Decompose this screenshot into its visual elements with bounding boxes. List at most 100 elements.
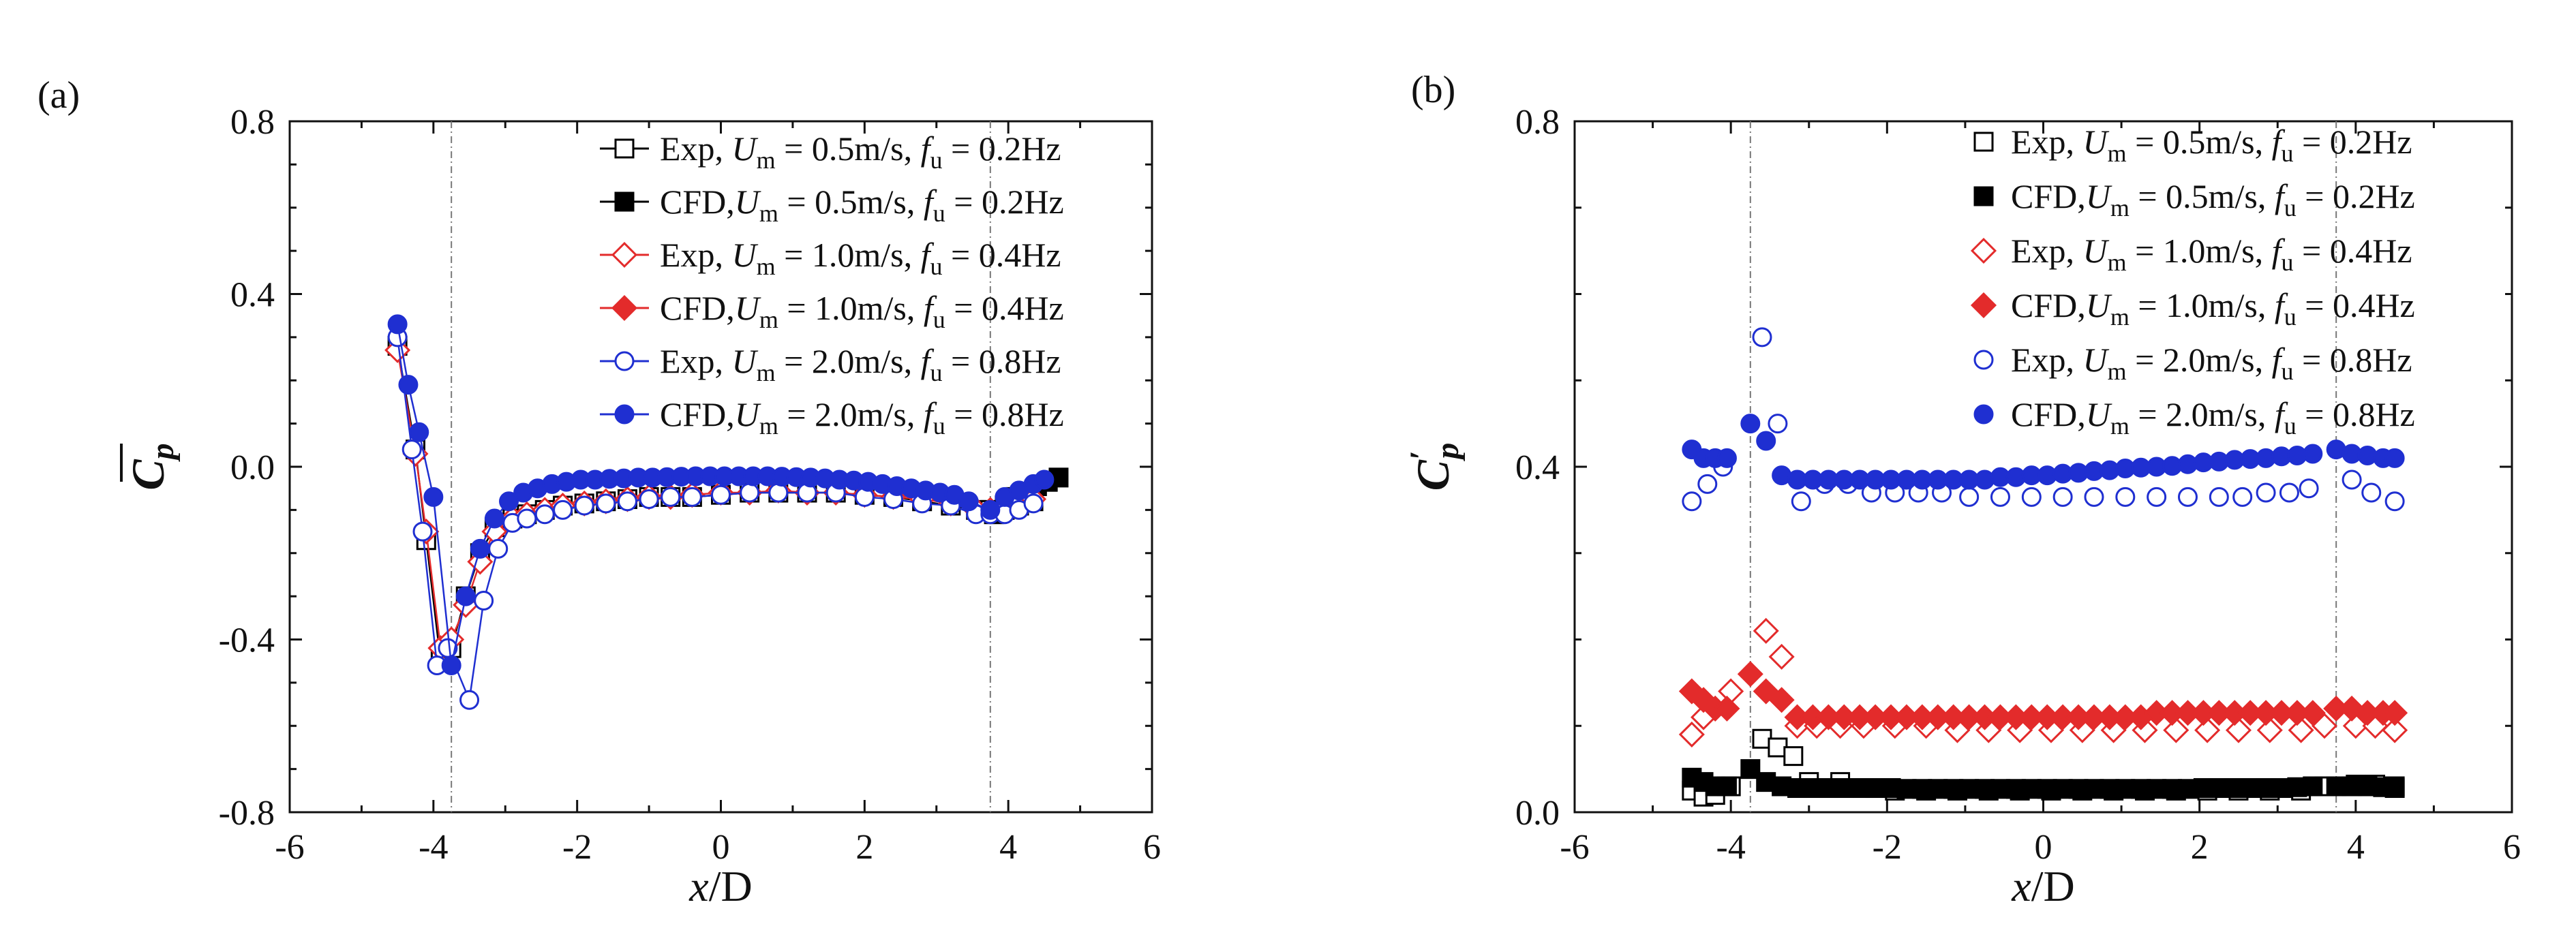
data-point-b-2 bbox=[1753, 617, 1779, 644]
data-point-b-2 bbox=[2256, 717, 2283, 743]
data-point-b-4 bbox=[2279, 482, 2299, 503]
legend-marker-a-2 bbox=[611, 241, 638, 268]
data-point-b-4 bbox=[2342, 469, 2362, 490]
data-point-a-4 bbox=[534, 504, 555, 525]
x-tick-label-b: 4 bbox=[2347, 828, 2365, 867]
y-tick-label-a: -0.8 bbox=[219, 794, 275, 833]
data-point-a-5 bbox=[484, 508, 504, 529]
series-b-1 bbox=[1682, 759, 2405, 799]
data-point-a-5 bbox=[470, 538, 490, 559]
data-point-b-2 bbox=[2288, 717, 2314, 743]
y-axis-label-group-b: C′p bbox=[1404, 443, 1466, 491]
data-point-b-2 bbox=[1678, 721, 1705, 747]
data-point-a-4 bbox=[617, 491, 637, 512]
panel-a: (a) -6 -4 -2 0 2 4 6 0.8 0.4 0.0 -0.4 -0.8 x/D Cp Exp, … bbox=[37, 74, 1161, 910]
data-point-b-2 bbox=[2382, 717, 2408, 743]
panel-b: (b) -6 -4 -2 0 2 4 6 0.8 0.4 0.0 x/D C′p Exp, Um = 0.… bbox=[1404, 69, 2521, 910]
b-legend-text-4: Exp, Um = 2.0m/s, fu = 0.8Hz bbox=[2011, 341, 2412, 385]
data-point-a-5 bbox=[441, 655, 461, 676]
legend-a: Exp, Um = 0.5m/s, fu = 0.2Hz CFD,Um = 0.5… bbox=[600, 129, 1064, 439]
data-point-b-4 bbox=[2256, 482, 2276, 503]
legend-marker-b-2 bbox=[1970, 237, 1997, 264]
data-point-a-4 bbox=[711, 484, 731, 505]
data-point-b-4 bbox=[1682, 491, 1702, 512]
data-point-b-4 bbox=[1752, 327, 1772, 348]
a-legend-text-5: CFD,Um = 2.0m/s, fu = 0.8Hz bbox=[660, 395, 1064, 439]
data-point-b-4 bbox=[2209, 487, 2229, 507]
x-tick-label-b: -4 bbox=[1716, 828, 1746, 867]
legend-marker-a-4 bbox=[614, 351, 635, 371]
data-point-a-5 bbox=[499, 491, 519, 512]
legend-marker-b-1 bbox=[1973, 186, 1994, 206]
x-axis-label-b: x/D bbox=[2011, 862, 2074, 910]
panel-label-a: (a) bbox=[37, 74, 80, 117]
y-tick-label-a: 0.8 bbox=[230, 103, 275, 142]
data-point-b-2 bbox=[2342, 713, 2369, 739]
y-tick-label-a: 0.0 bbox=[230, 448, 275, 487]
series-a-5 bbox=[387, 314, 1055, 676]
data-point-b-3 bbox=[1753, 678, 1779, 705]
data-point-b-4 bbox=[2232, 487, 2253, 507]
data-point-b-4 bbox=[2021, 487, 2042, 507]
y-tick-label-b: 0.0 bbox=[1515, 794, 1560, 833]
legend-marker-b-0 bbox=[1973, 132, 1994, 152]
data-point-a-4 bbox=[401, 439, 422, 460]
data-point-a-4 bbox=[474, 590, 494, 611]
x-axis-label-a: x/D bbox=[688, 862, 752, 910]
b-legend-text-1: CFD,Um = 0.5m/s, fu = 0.2Hz bbox=[2011, 177, 2415, 221]
legend-marker-a-1 bbox=[614, 191, 635, 212]
x-tick-label-a: 0 bbox=[712, 828, 730, 867]
y-axis-label-group-a: Cp bbox=[120, 443, 181, 491]
y-tick-label-b: 0.4 bbox=[1515, 448, 1560, 487]
data-point-b-4 bbox=[2384, 491, 2405, 512]
data-point-b-4 bbox=[1768, 414, 1788, 434]
panel-label-b: (b) bbox=[1411, 69, 1455, 111]
data-point-a-5 bbox=[980, 499, 1001, 520]
legend-marker-a-0 bbox=[614, 138, 635, 159]
data-point-b-4 bbox=[1791, 491, 1811, 512]
legend-marker-a-5 bbox=[614, 404, 635, 425]
data-point-b-4 bbox=[2147, 487, 2167, 507]
legend-marker-b-5 bbox=[1973, 404, 1994, 425]
x-tick-label-b: -2 bbox=[1873, 828, 1902, 867]
data-point-b-3 bbox=[1768, 687, 1795, 713]
data-point-b-3 bbox=[1737, 661, 1763, 688]
data-point-b-5 bbox=[1756, 431, 1776, 451]
x-tick-label-a: 6 bbox=[1143, 828, 1161, 867]
data-point-a-5 bbox=[387, 314, 408, 335]
x-tick-label-a: 2 bbox=[855, 828, 873, 867]
data-point-b-4 bbox=[2177, 487, 2198, 507]
b-legend-text-0: Exp, Um = 0.5m/s, fu = 0.2Hz bbox=[2011, 123, 2412, 167]
data-point-a-4 bbox=[740, 482, 760, 503]
b-legend-text-5: CFD,Um = 2.0m/s, fu = 0.8Hz bbox=[2011, 395, 2415, 439]
data-point-a-4 bbox=[682, 487, 702, 507]
data-point-b-4 bbox=[2084, 487, 2104, 507]
series-b-3 bbox=[1678, 661, 2408, 730]
y-axis-label-a: Cp bbox=[122, 443, 181, 490]
x-tick-label-a: -2 bbox=[562, 828, 592, 867]
data-point-b-2 bbox=[2311, 713, 2338, 739]
series-b-5 bbox=[1682, 414, 2405, 490]
data-point-a-5 bbox=[423, 487, 444, 507]
x-tick-label-b: 2 bbox=[2191, 828, 2209, 867]
data-point-b-1 bbox=[2384, 778, 2405, 799]
y-axis-label-b: C′p bbox=[1404, 443, 1466, 491]
data-point-a-1 bbox=[1048, 467, 1069, 488]
data-point-a-4 bbox=[517, 508, 537, 529]
data-point-a-4 bbox=[459, 690, 480, 710]
data-point-b-2 bbox=[2163, 717, 2189, 743]
data-point-a-4 bbox=[661, 487, 681, 507]
data-point-a-5 bbox=[958, 491, 979, 512]
data-point-b-3 bbox=[1714, 695, 1740, 722]
data-point-b-2 bbox=[2225, 717, 2252, 743]
x-tick-label-a: -4 bbox=[419, 828, 448, 867]
x-tick-label-a: -6 bbox=[275, 828, 304, 867]
data-point-b-3 bbox=[1691, 687, 1717, 713]
data-point-b-1 bbox=[2303, 776, 2323, 797]
x-tick-label-b: -6 bbox=[1560, 828, 1589, 867]
data-point-b-4 bbox=[1959, 487, 1980, 507]
data-point-a-5 bbox=[1034, 469, 1055, 490]
legend-marker-a-3 bbox=[611, 294, 638, 322]
data-point-b-2 bbox=[2194, 717, 2221, 743]
